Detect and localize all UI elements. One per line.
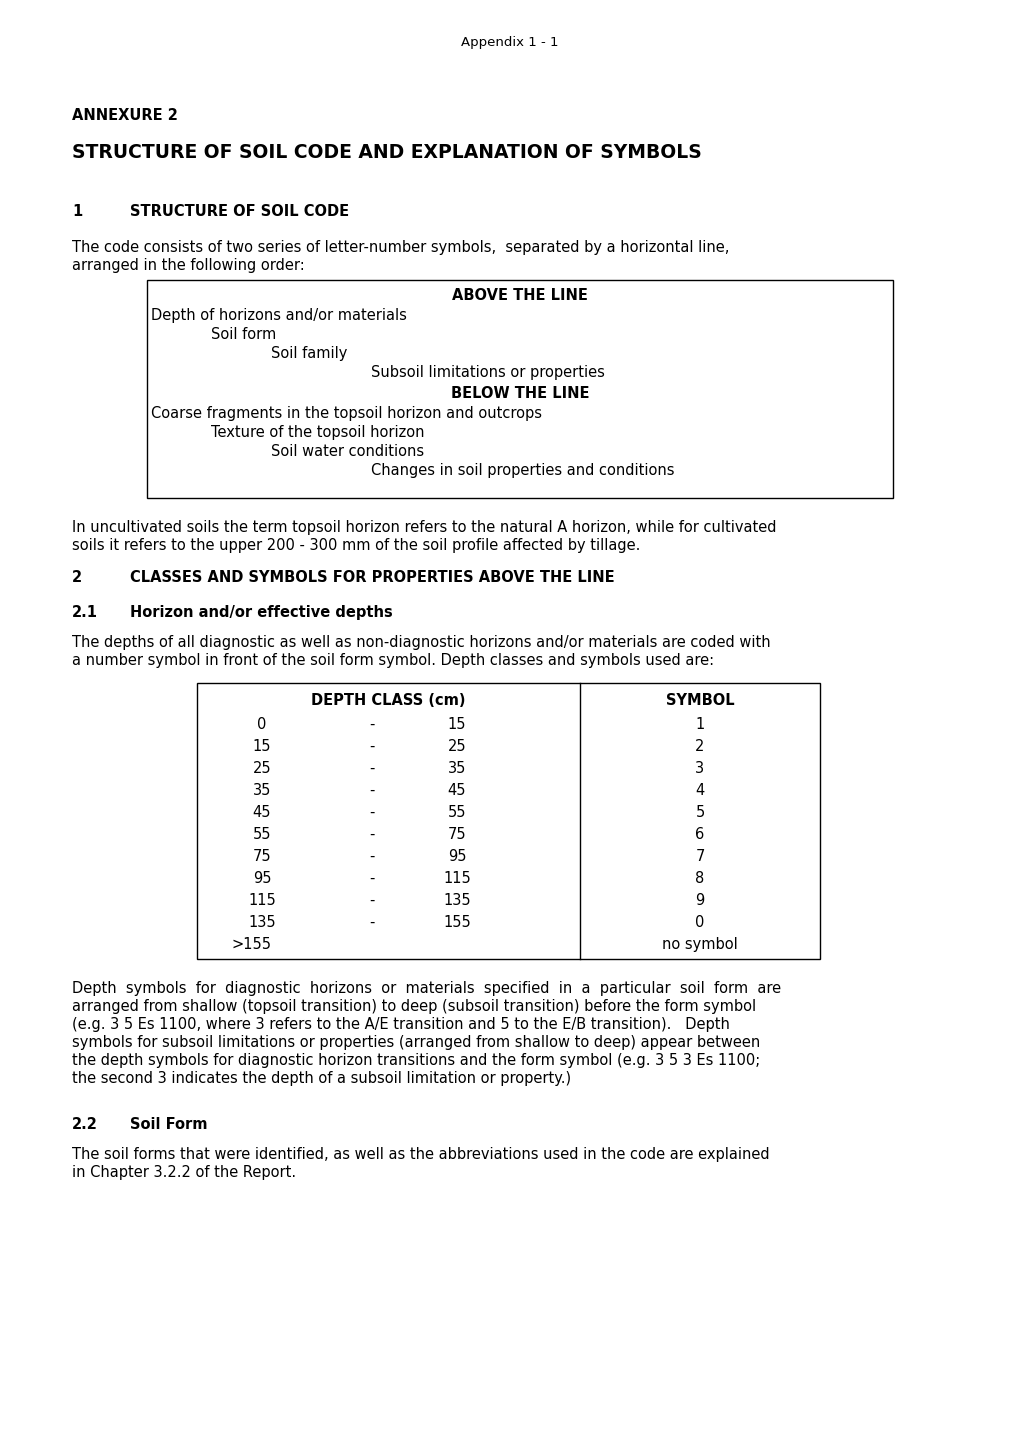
Text: the second 3 indicates the depth of a subsoil limitation or property.): the second 3 indicates the depth of a su… (72, 1071, 571, 1087)
Text: ABOVE THE LINE: ABOVE THE LINE (451, 289, 587, 303)
Text: Horizon and/or effective depths: Horizon and/or effective depths (129, 605, 392, 620)
Text: the depth symbols for diagnostic horizon transitions and the form symbol (e.g. 3: the depth symbols for diagnostic horizon… (72, 1053, 759, 1068)
Text: 0: 0 (257, 717, 266, 732)
Text: -: - (369, 915, 374, 929)
Text: (e.g. 3 5 Es 1100, where 3 refers to the A/E transition and 5 to the E/B transit: (e.g. 3 5 Es 1100, where 3 refers to the… (72, 1017, 730, 1032)
Text: >155: >155 (231, 937, 272, 952)
Text: 35: 35 (253, 784, 271, 798)
Bar (147, 280, 892, 498)
Text: -: - (369, 717, 374, 732)
Text: 1: 1 (695, 717, 704, 732)
Text: -: - (369, 760, 374, 776)
Text: 55: 55 (447, 805, 466, 820)
Text: Appendix 1 - 1: Appendix 1 - 1 (461, 36, 558, 49)
Text: -: - (369, 805, 374, 820)
Text: STRUCTURE OF SOIL CODE AND EXPLANATION OF SYMBOLS: STRUCTURE OF SOIL CODE AND EXPLANATION O… (72, 143, 701, 162)
Text: 95: 95 (447, 848, 466, 864)
Text: 9: 9 (695, 893, 704, 908)
Text: 75: 75 (447, 827, 466, 843)
Text: 45: 45 (253, 805, 271, 820)
Text: 25: 25 (447, 739, 466, 755)
Text: 15: 15 (253, 739, 271, 755)
Text: 95: 95 (253, 872, 271, 886)
Text: 8: 8 (695, 872, 704, 886)
Text: 35: 35 (447, 760, 466, 776)
Text: 15: 15 (447, 717, 466, 732)
Text: symbols for subsoil limitations or properties (arranged from shallow to deep) ap: symbols for subsoil limitations or prope… (72, 1035, 759, 1051)
Text: -: - (369, 739, 374, 755)
Text: 45: 45 (447, 784, 466, 798)
Text: 5: 5 (695, 805, 704, 820)
Text: no symbol: no symbol (661, 937, 737, 952)
Text: SYMBOL: SYMBOL (665, 693, 734, 709)
Text: -: - (369, 872, 374, 886)
Text: DEPTH CLASS (cm): DEPTH CLASS (cm) (311, 693, 466, 709)
Text: 7: 7 (695, 848, 704, 864)
Text: ANNEXURE 2: ANNEXURE 2 (72, 108, 177, 123)
Text: -: - (369, 827, 374, 843)
Text: Changes in soil properties and conditions: Changes in soil properties and condition… (371, 463, 674, 478)
Text: Depth  symbols  for  diagnostic  horizons  or  materials  specified  in  a  part: Depth symbols for diagnostic horizons or… (72, 981, 781, 996)
Text: Soil water conditions: Soil water conditions (271, 444, 424, 459)
Text: 4: 4 (695, 784, 704, 798)
Text: Texture of the topsoil horizon: Texture of the topsoil horizon (211, 426, 424, 440)
Text: Soil family: Soil family (271, 346, 347, 361)
Text: 3: 3 (695, 760, 704, 776)
Text: The soil forms that were identified, as well as the abbreviations used in the co: The soil forms that were identified, as … (72, 1147, 769, 1162)
Text: BELOW THE LINE: BELOW THE LINE (450, 385, 589, 401)
Text: -: - (369, 784, 374, 798)
Text: 1: 1 (72, 203, 83, 219)
Text: Coarse fragments in the topsoil horizon and outcrops: Coarse fragments in the topsoil horizon … (151, 405, 541, 421)
Text: 155: 155 (442, 915, 471, 929)
Text: Subsoil limitations or properties: Subsoil limitations or properties (371, 365, 604, 380)
Text: STRUCTURE OF SOIL CODE: STRUCTURE OF SOIL CODE (129, 203, 348, 219)
Text: Soil Form: Soil Form (129, 1117, 207, 1131)
Text: -: - (369, 893, 374, 908)
Text: 55: 55 (253, 827, 271, 843)
Text: 115: 115 (442, 872, 471, 886)
Text: arranged in the following order:: arranged in the following order: (72, 258, 305, 273)
Text: Depth of horizons and/or materials: Depth of horizons and/or materials (151, 307, 407, 323)
Text: The code consists of two series of letter-number symbols,  separated by a horizo: The code consists of two series of lette… (72, 240, 729, 255)
Bar (197, 683, 819, 960)
Text: CLASSES AND SYMBOLS FOR PROPERTIES ABOVE THE LINE: CLASSES AND SYMBOLS FOR PROPERTIES ABOVE… (129, 570, 614, 584)
Text: 115: 115 (248, 893, 275, 908)
Text: 6: 6 (695, 827, 704, 843)
Text: 2.1: 2.1 (72, 605, 98, 620)
Text: 25: 25 (253, 760, 271, 776)
Text: 2.2: 2.2 (72, 1117, 98, 1131)
Text: 2: 2 (695, 739, 704, 755)
Text: Soil form: Soil form (211, 328, 276, 342)
Text: soils it refers to the upper 200 - 300 mm of the soil profile affected by tillag: soils it refers to the upper 200 - 300 m… (72, 538, 640, 553)
Text: In uncultivated soils the term topsoil horizon refers to the natural A horizon, : In uncultivated soils the term topsoil h… (72, 519, 775, 535)
Text: 0: 0 (695, 915, 704, 929)
Text: The depths of all diagnostic as well as non-diagnostic horizons and/or materials: The depths of all diagnostic as well as … (72, 635, 770, 649)
Text: 75: 75 (253, 848, 271, 864)
Text: 135: 135 (248, 915, 275, 929)
Text: in Chapter 3.2.2 of the Report.: in Chapter 3.2.2 of the Report. (72, 1165, 296, 1180)
Text: 2: 2 (72, 570, 83, 584)
Text: -: - (369, 848, 374, 864)
Text: 135: 135 (442, 893, 471, 908)
Text: a number symbol in front of the soil form symbol. Depth classes and symbols used: a number symbol in front of the soil for… (72, 654, 713, 668)
Text: arranged from shallow (topsoil transition) to deep (subsoil transition) before t: arranged from shallow (topsoil transitio… (72, 999, 755, 1014)
